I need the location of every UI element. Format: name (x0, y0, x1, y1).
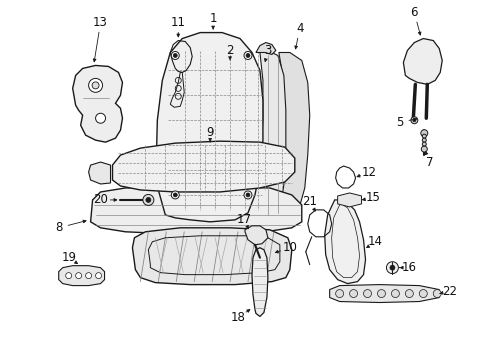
Circle shape (142, 194, 154, 206)
Text: 15: 15 (366, 192, 380, 204)
Text: 1: 1 (209, 12, 217, 25)
Polygon shape (324, 200, 365, 284)
Text: 17: 17 (236, 213, 251, 226)
Circle shape (88, 78, 102, 92)
Circle shape (171, 191, 179, 199)
Circle shape (95, 273, 102, 279)
Polygon shape (132, 228, 291, 285)
Text: 2: 2 (226, 44, 233, 57)
Circle shape (419, 289, 427, 298)
Text: 11: 11 (170, 16, 185, 29)
Circle shape (432, 289, 440, 298)
Circle shape (65, 273, 72, 279)
Circle shape (377, 289, 385, 298)
Polygon shape (59, 266, 104, 285)
Text: 7: 7 (425, 156, 432, 168)
Circle shape (386, 262, 398, 274)
Polygon shape (403, 39, 441, 84)
Text: 8: 8 (55, 221, 62, 234)
Text: 6: 6 (410, 6, 417, 19)
Text: 21: 21 (302, 195, 317, 208)
Circle shape (245, 193, 249, 197)
Polygon shape (329, 285, 438, 302)
Circle shape (363, 289, 371, 298)
Circle shape (85, 273, 91, 279)
Polygon shape (112, 141, 294, 192)
Circle shape (349, 289, 357, 298)
Text: 18: 18 (230, 311, 245, 324)
Polygon shape (251, 248, 267, 316)
Polygon shape (255, 42, 275, 54)
Text: 19: 19 (61, 251, 76, 264)
Polygon shape (73, 66, 122, 142)
Circle shape (171, 51, 179, 59)
Text: 22: 22 (441, 285, 456, 298)
Text: 20: 20 (93, 193, 108, 206)
Polygon shape (258, 50, 285, 220)
Text: 4: 4 (295, 22, 303, 35)
Circle shape (420, 130, 427, 137)
Circle shape (421, 146, 427, 152)
Text: 14: 14 (367, 235, 382, 248)
Text: 9: 9 (206, 126, 213, 139)
Text: 16: 16 (401, 261, 416, 274)
Polygon shape (156, 32, 263, 222)
Polygon shape (337, 193, 361, 207)
Circle shape (335, 289, 343, 298)
Circle shape (92, 82, 99, 89)
Circle shape (389, 265, 394, 270)
Text: 3: 3 (264, 44, 271, 57)
Circle shape (410, 117, 417, 124)
Circle shape (405, 289, 412, 298)
Circle shape (422, 142, 426, 146)
Circle shape (173, 54, 177, 58)
Circle shape (422, 138, 426, 142)
Circle shape (173, 193, 177, 197)
Text: 12: 12 (361, 166, 376, 179)
Circle shape (145, 197, 151, 202)
Circle shape (412, 119, 415, 122)
Polygon shape (277, 53, 309, 218)
Circle shape (422, 134, 426, 138)
Text: 10: 10 (282, 241, 297, 254)
Polygon shape (90, 187, 301, 234)
Polygon shape (244, 226, 267, 245)
Circle shape (245, 54, 249, 58)
Circle shape (390, 289, 399, 298)
Circle shape (244, 51, 251, 59)
Polygon shape (88, 162, 110, 184)
Text: 5: 5 (395, 116, 402, 129)
Text: 13: 13 (93, 16, 108, 29)
Circle shape (244, 191, 251, 199)
Circle shape (76, 273, 81, 279)
Circle shape (95, 113, 105, 123)
